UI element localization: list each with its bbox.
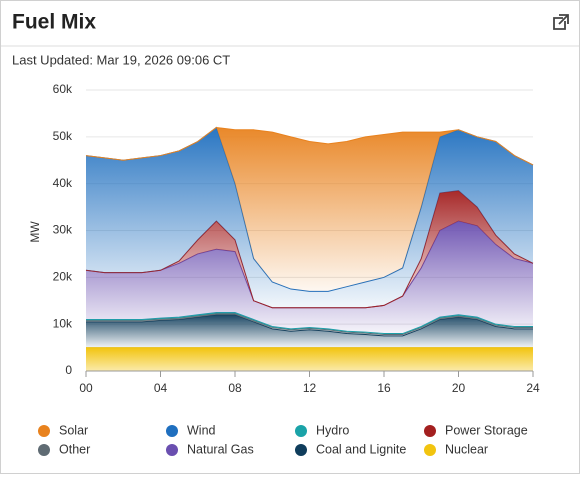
area-7 (86, 347, 533, 371)
y-tick-label: 40k (53, 176, 73, 190)
y-axis-label: MW (28, 221, 42, 243)
x-tick-label: 00 (79, 381, 93, 395)
expand-icon-box (553, 17, 566, 30)
x-tick-label: 20 (452, 381, 466, 395)
legend: Solar Wind Hydro Power Storage Other Natural … (38, 423, 528, 456)
legend-swatch (166, 425, 178, 437)
legend-swatch (38, 425, 50, 437)
legend-label: Other (59, 442, 90, 456)
legend-swatch (295, 444, 307, 456)
x-tick-label: 04 (154, 381, 168, 395)
expand-icon[interactable] (553, 14, 569, 30)
y-tick-label: 10k (53, 316, 73, 330)
legend-label: Solar (59, 423, 88, 437)
area-1 (86, 127, 533, 308)
axes: 0 10k 20k 30k 40k 50k 60k 00 04 08 12 16 20 24 (53, 82, 540, 395)
legend-label: Nuclear (445, 442, 488, 456)
last-updated: Last Updated: Mar 19, 2026 09:06 CT (12, 52, 230, 67)
legend-label: Coal and Lignite (316, 442, 406, 456)
card-title: Fuel Mix (12, 11, 96, 34)
legend-swatch (38, 444, 50, 456)
area-0 (86, 127, 533, 292)
legend-swatch (424, 444, 436, 456)
legend-label: Power Storage (445, 423, 528, 437)
y-tick-label: 50k (53, 129, 73, 143)
x-tick-label: 24 (526, 381, 540, 395)
legend-label: Wind (187, 423, 216, 437)
y-tick-label: 60k (53, 82, 73, 96)
y-tick-label: 20k (53, 270, 73, 284)
areas (85, 126, 534, 371)
y-tick-label: 30k (53, 223, 73, 237)
area-top-line (85, 126, 534, 166)
area-5 (86, 221, 533, 334)
legend-label: Natural Gas (187, 442, 254, 456)
x-tick-label: 12 (303, 381, 317, 395)
x-tick-label: 16 (377, 381, 391, 395)
legend-swatch (295, 425, 307, 437)
legend-label: Hydro (316, 423, 349, 437)
x-tick-label: 08 (228, 381, 242, 395)
legend-swatch (166, 444, 178, 456)
expand-icon-arrow (558, 14, 569, 25)
area-6 (86, 314, 533, 348)
legend-swatch (424, 425, 436, 437)
y-tick-label: 0 (65, 363, 72, 377)
